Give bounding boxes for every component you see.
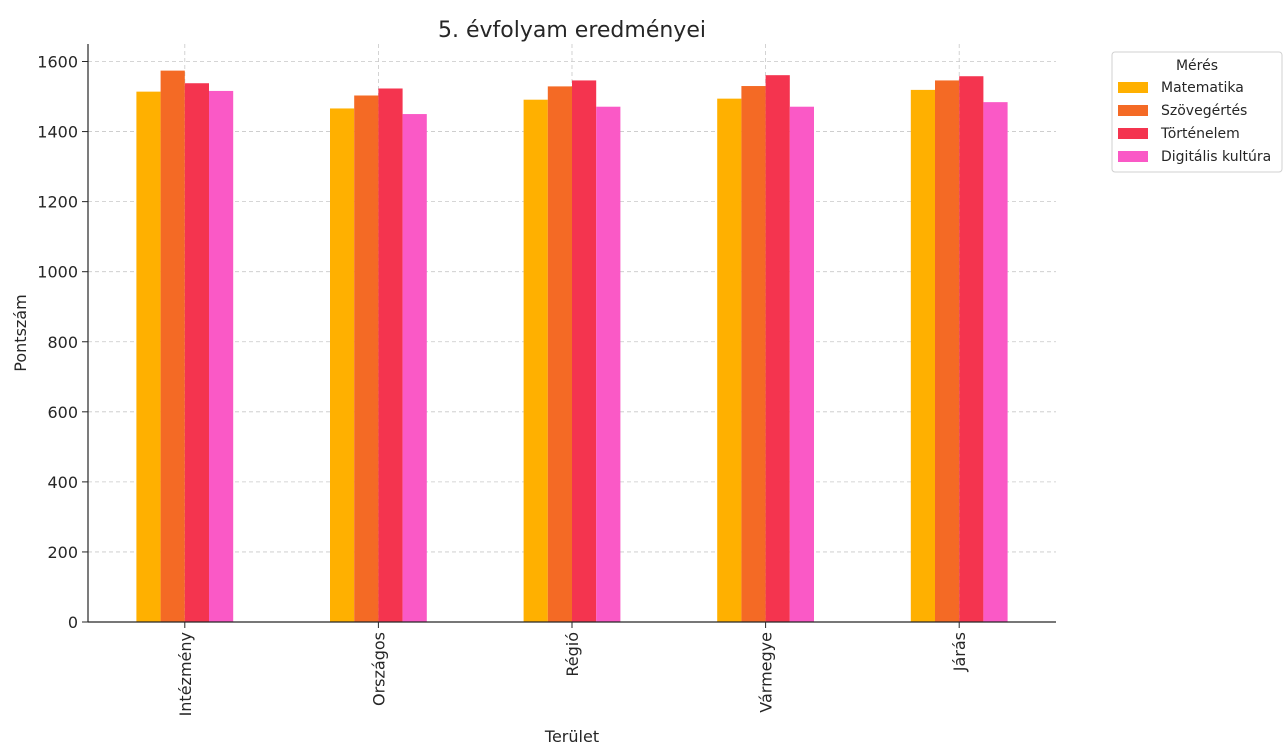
y-tick-label: 200 (47, 543, 78, 562)
y-axis-label: Pontszám (11, 294, 30, 371)
bar (596, 106, 621, 623)
legend: Mérés Matematika Szövegértés Történelem Dig… (1111, 51, 1283, 173)
y-tick-label: 800 (47, 333, 78, 352)
y-tick-label: 0 (68, 613, 78, 632)
y-tick-label: 1200 (37, 193, 78, 212)
legend-label: Szövegértés (1161, 103, 1247, 119)
bar (547, 86, 572, 623)
bar (741, 86, 766, 622)
bar (717, 98, 742, 622)
bar (354, 95, 379, 622)
legend-swatch (1118, 128, 1148, 139)
x-tick-label: Járás (950, 632, 969, 672)
y-tick-label: 400 (47, 473, 78, 492)
legend-items: Matematika Szövegértés Történelem Digitális… (1118, 80, 1271, 165)
y-ticks: 0 200 400 600 800 1000 1200 1400 1600 (37, 53, 88, 632)
bar (160, 70, 185, 622)
legend-swatch (1118, 105, 1148, 116)
bar (789, 106, 814, 623)
bar (209, 90, 234, 622)
y-tick-label: 1400 (37, 123, 78, 142)
bar (935, 80, 960, 622)
legend-title: Mérés (1176, 58, 1218, 74)
bar (402, 114, 427, 622)
y-tick-label: 600 (47, 403, 78, 422)
bar (765, 75, 790, 622)
bar (136, 91, 161, 622)
chart-title: 5. évfolyam eredményei (438, 18, 706, 43)
x-tick-label: Régió (563, 632, 582, 677)
x-ticks: Intézmény Országos Régió Vármegye Járás (176, 622, 969, 716)
legend-swatch (1118, 82, 1148, 93)
legend-box (1111, 51, 1283, 173)
bar (330, 108, 355, 623)
bars (136, 70, 1008, 623)
legend-label: Történelem (1160, 126, 1240, 142)
bar (959, 76, 984, 622)
bar (983, 102, 1008, 622)
x-tick-label: Vármegye (757, 632, 776, 713)
bar (910, 89, 935, 622)
y-tick-label: 1000 (37, 263, 78, 282)
bar (572, 80, 597, 622)
bar (378, 88, 403, 623)
legend-swatch (1118, 151, 1148, 162)
bar (184, 83, 209, 622)
x-tick-label: Országos (369, 632, 388, 706)
y-tick-label: 1600 (37, 53, 78, 72)
bar (523, 99, 548, 622)
legend-label: Matematika (1161, 80, 1244, 96)
x-axis-label: Terület (544, 727, 599, 746)
legend-label: Digitális kultúra (1161, 149, 1271, 165)
x-tick-label: Intézmény (176, 632, 195, 716)
